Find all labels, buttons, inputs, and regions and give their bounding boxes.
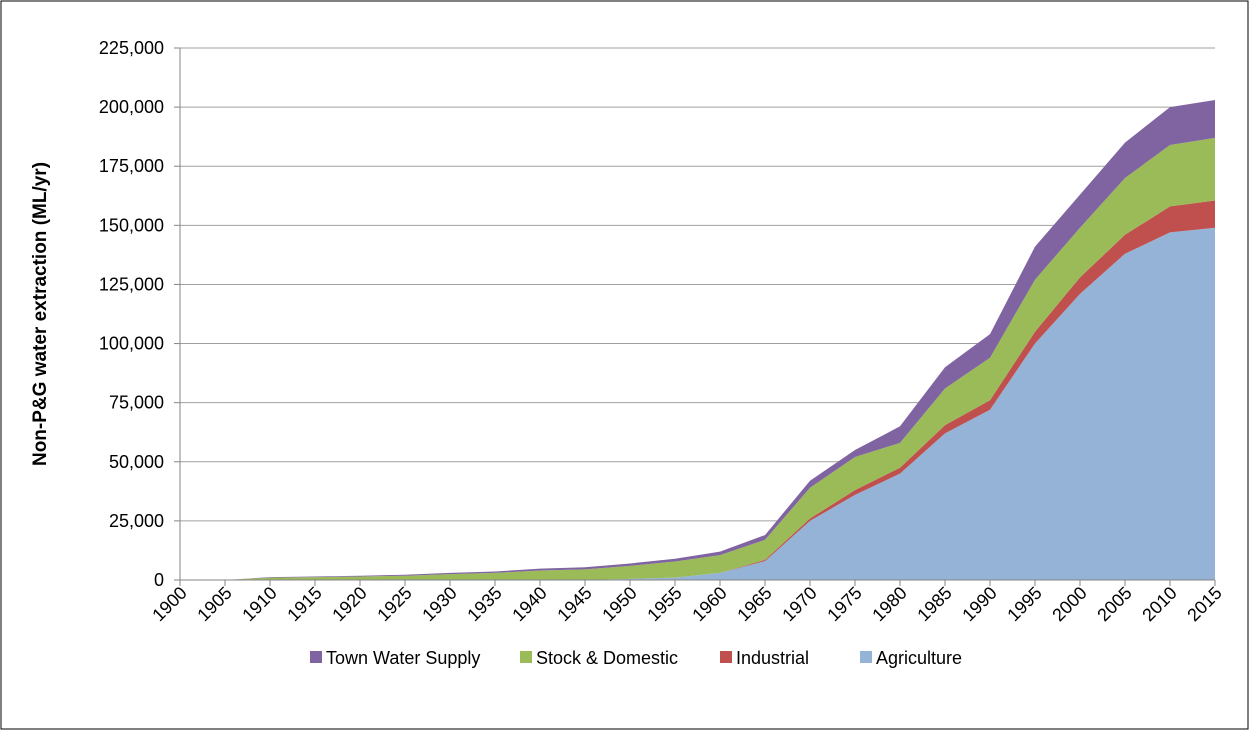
- y-tick-label: 75,000: [109, 393, 164, 413]
- legend-swatch: [720, 651, 732, 663]
- legend-label: Town Water Supply: [326, 648, 480, 668]
- y-tick-label: 25,000: [109, 511, 164, 531]
- y-tick-label: 150,000: [99, 215, 164, 235]
- legend-label: Industrial: [736, 648, 809, 668]
- y-axis-label: Non-P&G water extraction (ML/yr): [30, 162, 51, 466]
- y-tick-label: 50,000: [109, 452, 164, 472]
- legend-label: Stock & Domestic: [536, 648, 678, 668]
- legend-swatch: [860, 651, 872, 663]
- legend-label: Agriculture: [876, 648, 962, 668]
- legend-swatch: [520, 651, 532, 663]
- area: [180, 137, 1215, 581]
- y-tick-label: 100,000: [99, 334, 164, 354]
- y-tick-label: 200,000: [99, 97, 164, 117]
- area: [180, 227, 1215, 580]
- y-tick-label: 175,000: [99, 156, 164, 176]
- legend-swatch: [310, 651, 322, 663]
- y-tick-label: 0: [154, 570, 164, 590]
- y-tick-label: 125,000: [99, 274, 164, 294]
- y-tick-label: 225,000: [99, 38, 164, 58]
